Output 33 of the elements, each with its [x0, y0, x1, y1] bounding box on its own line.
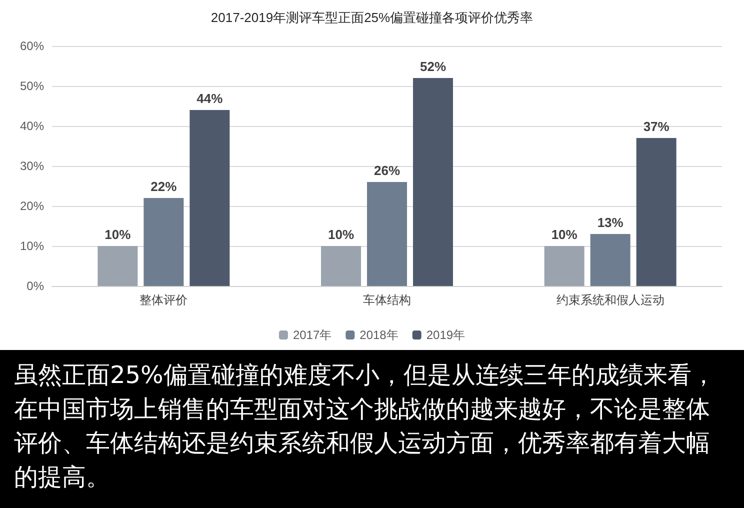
text: 虽然正面25%偏置碰撞的难度不小，但是从连续三年的成绩来看，在中国市场上销售的车型面对这个挑战做的越来越好，不论是整体评价、车体结构还是约束系统和假人运动方面，优秀率都有着大幅的提高。 — [0, 350, 744, 508]
y-tick-label: 60% — [20, 39, 44, 53]
bar — [590, 234, 630, 286]
x-tick-label: 车体结构 — [363, 293, 411, 307]
bar — [413, 78, 453, 286]
x-tick-label: 整体评价 — [140, 293, 188, 307]
legend-label: 2019年 — [426, 328, 466, 342]
legend-label: 2017年 — [292, 328, 332, 342]
data-label: 10% — [328, 227, 354, 242]
bar — [544, 246, 584, 286]
data-label: 13% — [597, 215, 624, 230]
y-tick-label: 50% — [20, 79, 44, 93]
data-label: 44% — [196, 91, 224, 106]
bar — [367, 182, 407, 286]
legend-label: 2018年 — [360, 328, 398, 342]
bar — [98, 246, 138, 286]
y-tick-label: 0% — [26, 279, 44, 293]
data-label: 10% — [104, 227, 132, 242]
y-tick-label: 40% — [20, 119, 44, 133]
y-tick-label: 10% — [20, 239, 44, 253]
bar — [190, 110, 230, 286]
data-label: 26% — [374, 163, 400, 178]
y-tick-label: 20% — [20, 199, 44, 213]
bar — [321, 246, 361, 286]
bar — [636, 138, 676, 286]
data-label: 10% — [551, 227, 578, 242]
bar — [144, 198, 184, 286]
data-label: 22% — [150, 179, 178, 194]
data-label: 52% — [420, 59, 446, 74]
x-tick-label: 约束系统和假人运动 — [556, 293, 664, 307]
chart-title: 2017-2019年测评车型正面25%偏置碰撞各项评价优秀率 — [210, 10, 534, 25]
y-tick-label: 30% — [20, 159, 44, 173]
data-label: 37% — [643, 119, 670, 134]
